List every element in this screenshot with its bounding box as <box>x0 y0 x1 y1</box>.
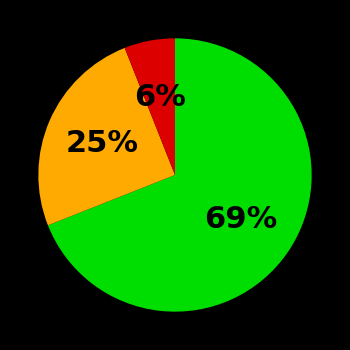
Wedge shape <box>38 48 175 225</box>
Wedge shape <box>125 38 175 175</box>
Text: 25%: 25% <box>66 129 139 158</box>
Text: 69%: 69% <box>204 205 277 234</box>
Text: 6%: 6% <box>134 83 186 112</box>
Wedge shape <box>48 38 312 312</box>
